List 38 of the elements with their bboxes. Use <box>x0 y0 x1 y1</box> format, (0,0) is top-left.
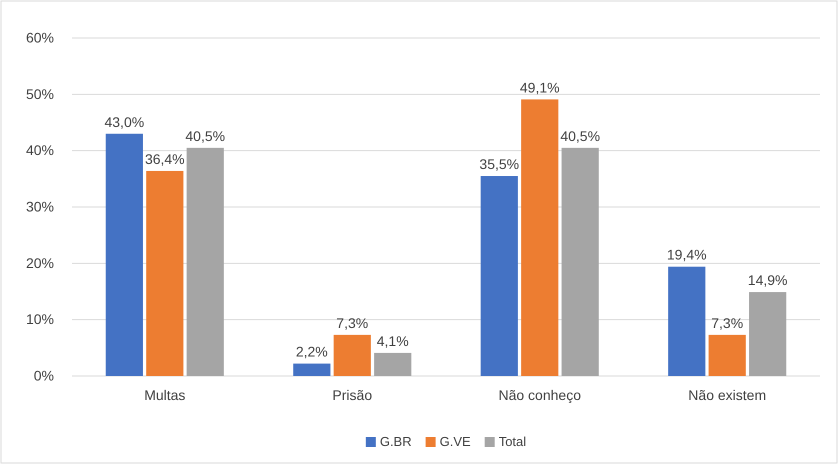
data-label: 36,4% <box>144 150 185 167</box>
data-label: 43,0% <box>104 114 144 130</box>
bar <box>480 176 518 376</box>
y-tick-label: 20% <box>26 254 54 271</box>
data-label: 4,1% <box>376 332 409 349</box>
legend-label: G.VE <box>440 434 472 449</box>
data-label: 35,5% <box>479 156 520 172</box>
bar <box>668 266 706 376</box>
bar <box>146 170 184 376</box>
data-label: 40,5% <box>560 128 600 144</box>
data-label: 2,2% <box>296 344 328 360</box>
data-label: 49,1% <box>520 79 560 96</box>
bar <box>708 334 746 376</box>
data-label: 40,5% <box>185 128 226 144</box>
bar <box>293 364 330 376</box>
bar <box>521 99 558 376</box>
y-tick-label: 30% <box>26 198 54 214</box>
x-tick-label: Prisão <box>332 386 372 403</box>
x-tick-label: Não conheço <box>498 386 582 403</box>
legend-label: Total <box>498 434 526 449</box>
y-tick-label: 0% <box>34 367 54 384</box>
x-tick-label: Não existem <box>688 386 766 403</box>
data-label: 7,3% <box>711 314 744 331</box>
bar <box>374 352 412 376</box>
y-tick-label: 50% <box>26 86 54 102</box>
y-tick-label: 10% <box>26 311 54 328</box>
bar <box>106 134 143 376</box>
data-label: 19,4% <box>666 246 707 263</box>
bar <box>749 292 786 376</box>
y-tick-label: 40% <box>26 142 54 158</box>
data-label: 14,9% <box>748 272 788 288</box>
y-tick-label: 60% <box>26 29 54 46</box>
bar <box>334 334 371 376</box>
legend-label: G.BR <box>380 434 412 449</box>
bar <box>186 148 224 376</box>
data-label: 7,3% <box>336 314 368 331</box>
x-tick-label: Multas <box>144 386 186 403</box>
bar <box>562 148 599 376</box>
